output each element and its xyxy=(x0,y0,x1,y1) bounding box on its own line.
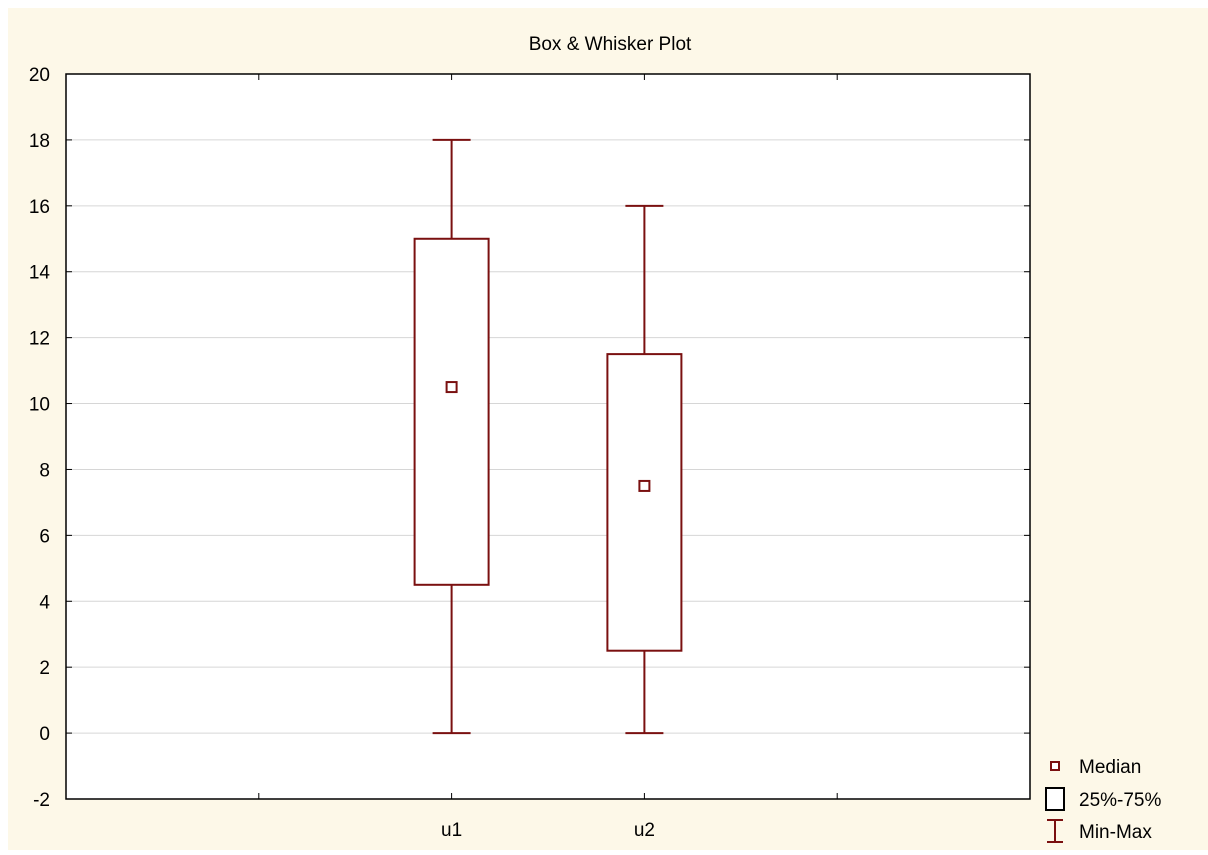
legend-label: 25%-75% xyxy=(1079,790,1161,811)
box-series xyxy=(413,138,683,735)
y-tick-label: 0 xyxy=(39,724,50,745)
box-group-u1 xyxy=(413,138,490,735)
legend-median-symbol xyxy=(1050,761,1060,771)
legend-label: Median xyxy=(1079,757,1141,778)
median-marker xyxy=(638,479,651,492)
legend-label: Min-Max xyxy=(1079,822,1152,843)
median-marker xyxy=(445,381,458,394)
gridlines xyxy=(66,139,1030,734)
y-tick-label: 18 xyxy=(29,131,50,152)
y-tick-label: 14 xyxy=(29,263,51,284)
y-tick-label: 20 xyxy=(29,65,50,86)
x-tick-label: u2 xyxy=(634,820,655,841)
y-tick-label: 16 xyxy=(29,197,50,218)
plot-area xyxy=(66,74,1030,799)
y-tick-label: 4 xyxy=(39,592,50,613)
y-tick-label: 12 xyxy=(29,329,50,350)
legend-item-whisker: Min-Max xyxy=(1047,819,1152,843)
y-tick-label: 8 xyxy=(39,460,50,481)
y-tick-label: 10 xyxy=(29,395,50,416)
plot-frame xyxy=(65,73,1031,800)
legend-item-box: 25%-75% xyxy=(1045,787,1161,811)
axes: -2 0 2 4 6 8 10 12 14 16 18 20 u1 u2 xyxy=(29,65,1031,841)
x-tick-label: u1 xyxy=(441,820,462,841)
legend-item-median: Median xyxy=(1050,757,1141,778)
chart-title: Box & Whisker Plot xyxy=(529,34,692,55)
y-tick-label: 2 xyxy=(39,658,50,679)
y-tick-label: 6 xyxy=(39,526,50,547)
iqr-box xyxy=(413,237,490,586)
box-group-u2 xyxy=(606,204,683,735)
iqr-box xyxy=(606,353,683,652)
legend: Median 25%-75% Min-Max xyxy=(1045,757,1161,843)
legend-box-symbol xyxy=(1045,787,1065,811)
y-tick-label: -2 xyxy=(33,790,50,811)
